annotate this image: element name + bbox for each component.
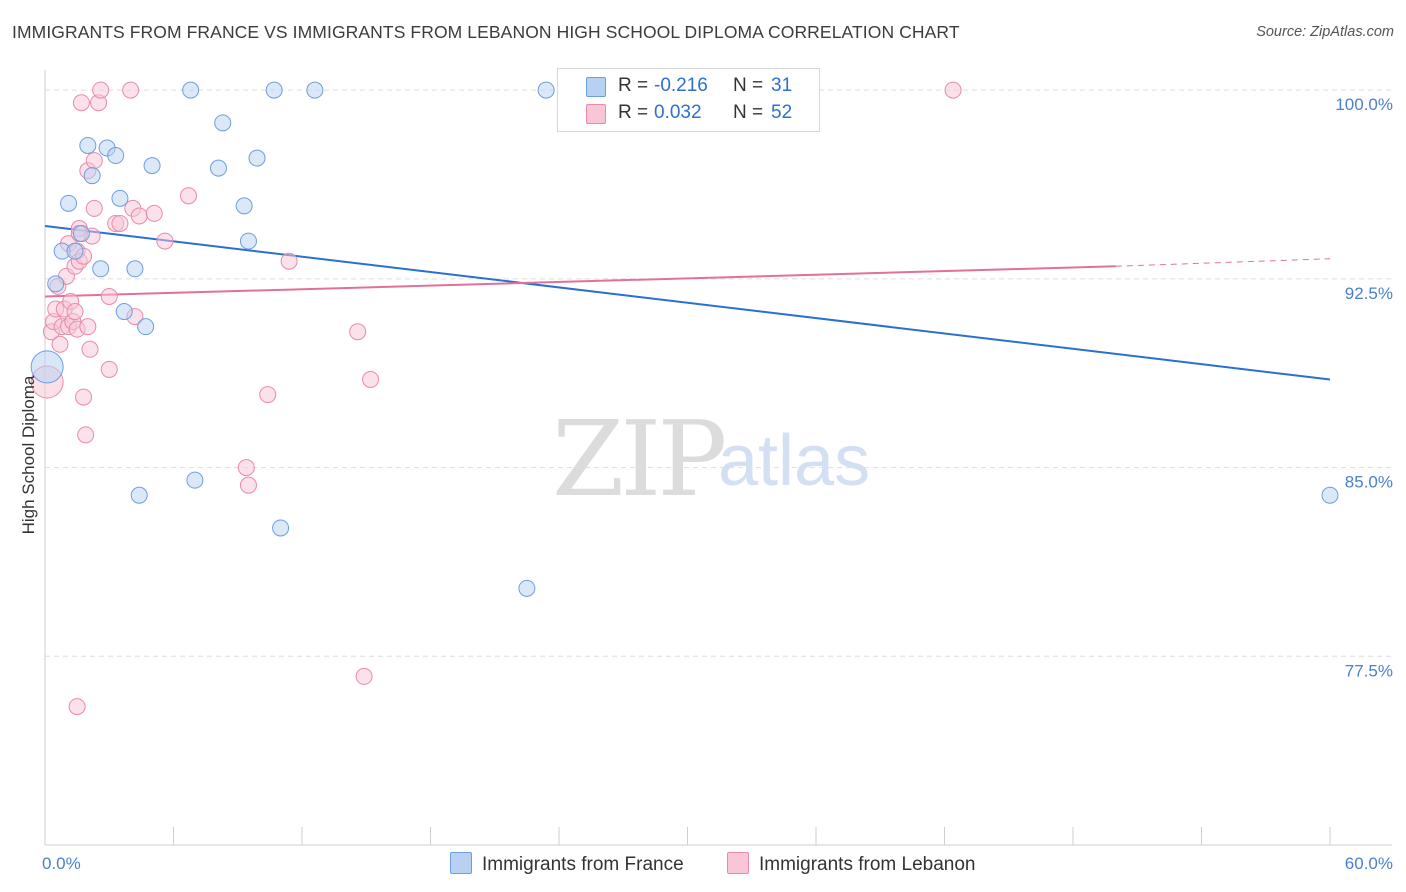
grid-lines xyxy=(45,89,1392,657)
data-point-lebanon xyxy=(92,81,110,99)
legend-label-lebanon: Immigrants from Lebanon xyxy=(759,854,976,875)
series-legend: Immigrants from France Immigrants from L… xyxy=(0,852,1406,878)
data-point-lebanon xyxy=(81,340,99,358)
legend-swatch-lebanon xyxy=(727,852,749,874)
points-lebanon xyxy=(30,81,962,716)
chart-title: IMMIGRANTS FROM FRANCE VS IMMIGRANTS FRO… xyxy=(12,22,960,42)
data-point-lebanon xyxy=(72,94,90,112)
legend-row-france: R = -0.216 N = 31 xyxy=(558,74,819,100)
trend-france xyxy=(44,225,1331,381)
data-point-lebanon xyxy=(349,323,367,341)
data-point-france xyxy=(47,275,65,293)
legend-item-lebanon[interactable]: Immigrants from Lebanon xyxy=(727,852,976,876)
legend-n-value: 52 xyxy=(771,102,793,123)
data-point-france xyxy=(72,225,90,243)
data-point-france xyxy=(248,149,266,167)
x-tick-label-min: 0.0% xyxy=(42,854,81,873)
data-point-lebanon xyxy=(51,335,69,353)
data-point-france xyxy=(143,157,161,175)
watermark-atlas: atlas xyxy=(718,421,871,501)
data-point-lebanon xyxy=(85,152,103,170)
data-point-france xyxy=(537,81,555,99)
data-point-lebanon xyxy=(944,81,962,99)
legend-r-value: 0.032 xyxy=(654,102,702,123)
data-point-lebanon xyxy=(355,667,373,685)
data-point-france xyxy=(265,81,283,99)
data-point-lebanon xyxy=(75,388,93,406)
data-point-lebanon xyxy=(237,459,255,477)
trend-line-france xyxy=(44,225,1331,381)
x-tick-labels: 0.0% 60.0% xyxy=(42,854,1393,873)
data-point-france xyxy=(83,167,101,185)
data-point-france xyxy=(126,260,144,278)
legend-swatch-lebanon xyxy=(586,104,606,124)
y-tick-label: 92.5% xyxy=(1345,284,1393,303)
data-point-france xyxy=(235,197,253,215)
data-point-lebanon xyxy=(156,232,174,250)
stats-legend: R = -0.216 N = 31 R = 0.032 N = 52 xyxy=(557,68,820,132)
data-point-lebanon xyxy=(239,476,257,494)
data-point-lebanon xyxy=(179,187,197,205)
x-tick-label-max: 60.0% xyxy=(1345,854,1393,873)
data-point-france xyxy=(209,159,227,177)
data-point-lebanon xyxy=(111,214,129,232)
data-point-france xyxy=(130,486,148,504)
data-point-france xyxy=(214,114,232,132)
legend-row-lebanon: R = 0.032 N = 52 xyxy=(558,101,819,127)
data-point-france xyxy=(107,147,125,165)
data-point-lebanon xyxy=(259,386,277,404)
trend-line-lebanon-extension xyxy=(1115,258,1331,267)
data-point-france xyxy=(79,136,97,154)
data-point-lebanon xyxy=(66,303,84,321)
legend-swatch-france xyxy=(450,852,472,874)
data-point-france xyxy=(182,81,200,99)
legend-r-label: R = xyxy=(618,75,649,96)
data-point-france xyxy=(239,232,257,250)
data-point-lebanon xyxy=(280,252,298,270)
watermark-zip: ZIP xyxy=(552,398,727,520)
source-label: Source: ZipAtlas.com xyxy=(1256,24,1394,40)
data-point-lebanon xyxy=(130,207,148,225)
legend-label-france: Immigrants from France xyxy=(482,854,684,875)
y-tick-label: 85.0% xyxy=(1345,473,1393,492)
data-point-lebanon xyxy=(85,199,103,217)
data-point-france xyxy=(306,81,324,99)
data-point-france xyxy=(186,471,204,489)
y-tick-label: 100.0% xyxy=(1335,95,1393,114)
data-point-lebanon xyxy=(100,287,118,305)
data-point-lebanon xyxy=(77,426,95,444)
data-point-lebanon xyxy=(145,204,163,222)
data-point-france xyxy=(66,242,84,260)
data-point-france xyxy=(137,318,155,336)
data-point-lebanon xyxy=(122,81,140,99)
data-point-lebanon xyxy=(79,318,97,336)
y-tick-label: 77.5% xyxy=(1345,661,1393,680)
data-point-lebanon xyxy=(68,698,86,716)
legend-swatch-france xyxy=(586,77,606,97)
data-point-lebanon xyxy=(362,370,380,388)
y-tick-labels: 100.0% 92.5% 85.0% 77.5% xyxy=(1335,95,1393,680)
legend-r-value: -0.216 xyxy=(654,75,708,96)
data-point-france xyxy=(111,189,129,207)
legend-item-france[interactable]: Immigrants from France xyxy=(450,852,684,876)
legend-n-value: 31 xyxy=(771,75,793,96)
legend-n-label: N = xyxy=(733,75,764,96)
points-france xyxy=(30,81,1339,597)
data-point-france xyxy=(92,260,110,278)
data-point-france xyxy=(115,303,133,321)
data-point-france xyxy=(1321,486,1339,504)
data-point-france xyxy=(30,350,64,384)
data-point-lebanon xyxy=(100,360,118,378)
data-point-france xyxy=(518,579,536,597)
data-point-france xyxy=(272,519,290,537)
trend-lebanon xyxy=(44,258,1331,298)
trend-line-lebanon xyxy=(44,265,1116,298)
y-axis-label: High School Diploma xyxy=(19,375,38,534)
axes xyxy=(44,70,1392,846)
legend-r-label: R = xyxy=(618,102,649,123)
data-point-france xyxy=(60,194,78,212)
legend-n-label: N = xyxy=(733,102,764,123)
